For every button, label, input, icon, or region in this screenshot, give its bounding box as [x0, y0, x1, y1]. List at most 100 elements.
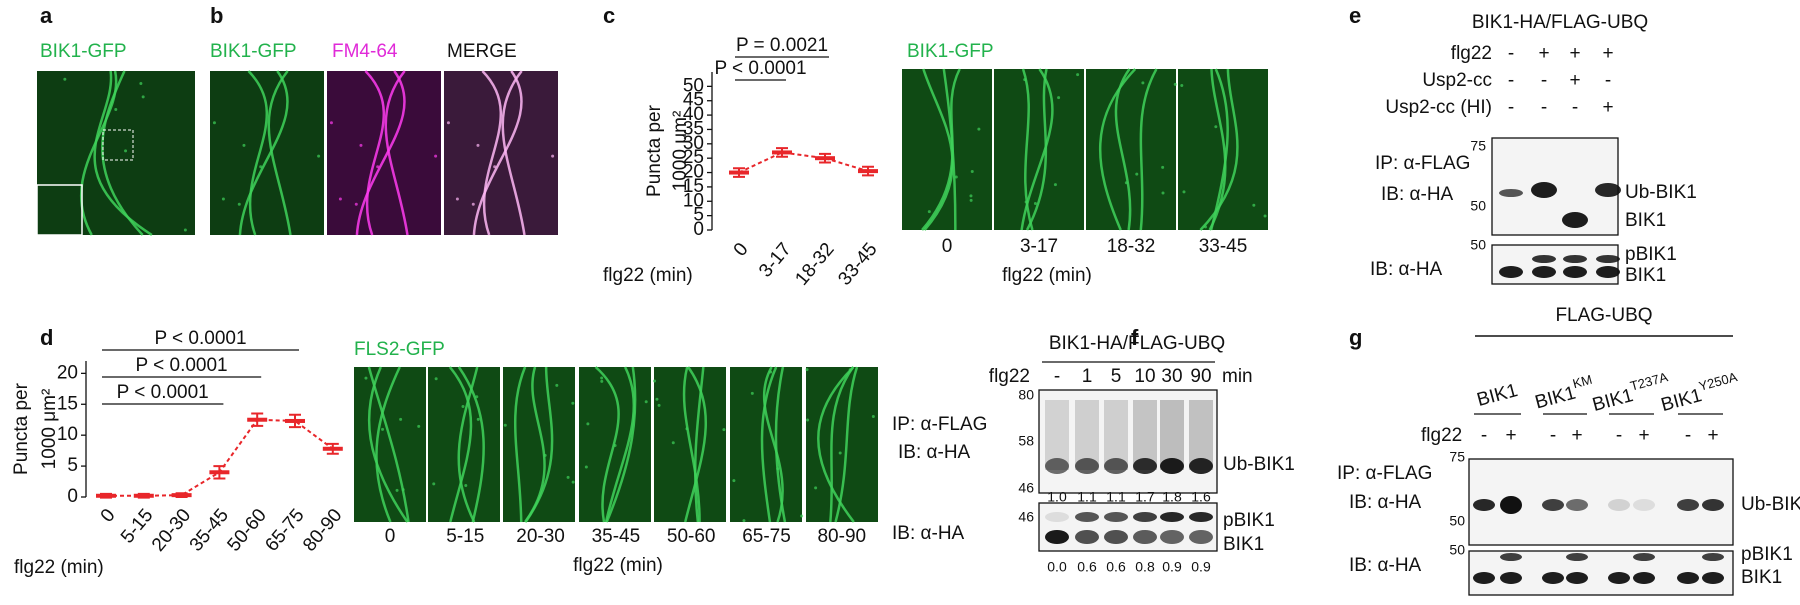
band-label: pBIK1 — [1741, 544, 1793, 565]
treatment-label: flg22 — [1451, 43, 1492, 64]
band — [1702, 499, 1724, 511]
y-tick-label: 40 — [683, 104, 704, 125]
punctum — [221, 197, 225, 201]
cell-outline — [472, 70, 523, 236]
punctum — [848, 368, 852, 372]
image-label: 65-75 — [742, 526, 791, 547]
blot-title: FLAG-UBQ — [1555, 305, 1652, 326]
cell-outline — [457, 366, 485, 523]
punctum — [259, 165, 263, 169]
punctum — [381, 427, 385, 431]
sign: + — [1602, 97, 1613, 118]
punctum — [969, 194, 973, 198]
band — [1702, 572, 1724, 584]
ib-label: IB: α-HA — [1349, 492, 1422, 513]
ip-label: IP: α-FLAG — [1337, 463, 1432, 484]
y-tick-label: 5 — [67, 455, 78, 476]
band-label: pBIK1 — [1223, 510, 1275, 531]
band — [1532, 255, 1556, 263]
sign: + — [1569, 43, 1580, 64]
quantification: 1.6 — [1191, 489, 1211, 505]
x-axis-label: flg22 (min) — [14, 557, 104, 578]
cell-outline — [604, 366, 636, 523]
punctum — [551, 154, 555, 158]
punctum — [434, 377, 438, 381]
y-axis-label: 1000 μm² — [670, 111, 691, 192]
cell-outline — [684, 366, 707, 523]
mw-marker: 46 — [1018, 509, 1034, 525]
punctum — [750, 391, 754, 395]
punctum — [805, 368, 809, 372]
genotype-superscript: KM — [1571, 372, 1594, 392]
mean-marker — [729, 170, 749, 175]
genotype: BIK1KM — [1531, 372, 1597, 413]
band — [1045, 530, 1069, 544]
band — [1542, 499, 1564, 511]
ip-label: IP: α-FLAG — [1375, 153, 1470, 174]
punctum — [1214, 125, 1218, 129]
punctum — [806, 418, 810, 422]
cell-outline — [693, 366, 705, 523]
quantification: 1.1 — [1106, 489, 1126, 505]
punctum — [461, 405, 465, 409]
image-label: 5-15 — [446, 526, 484, 547]
treatment-label: flg22 — [989, 366, 1030, 387]
cell-outline — [367, 366, 409, 523]
sign: - — [1605, 70, 1611, 91]
cell-outline — [93, 70, 153, 237]
sign: - — [1508, 97, 1514, 118]
band — [1563, 255, 1587, 263]
punctum — [655, 397, 659, 401]
punctum — [417, 424, 421, 428]
micrograph — [210, 71, 324, 235]
image-label: 33-45 — [1199, 236, 1248, 257]
y-axis-label: 1000 μm² — [39, 389, 60, 470]
punctum — [1124, 181, 1128, 185]
cell-outline — [1139, 68, 1158, 231]
lane-label: 10 — [1134, 366, 1155, 387]
punctum — [329, 121, 333, 125]
p-value: P = 0.0021 — [736, 35, 828, 56]
punctum — [657, 403, 661, 407]
band — [1189, 458, 1213, 474]
punctum — [1161, 191, 1165, 195]
mean-marker — [96, 493, 116, 498]
y-tick-label: 15 — [57, 393, 78, 414]
band — [1531, 182, 1557, 198]
unit-label: min — [1222, 366, 1253, 387]
sign: - — [1541, 97, 1547, 118]
band — [1633, 553, 1655, 561]
band-label: BIK1 — [1625, 210, 1666, 231]
punctum — [124, 149, 128, 153]
band-label: BIK1 — [1625, 265, 1666, 286]
punctum — [1182, 190, 1186, 194]
punctum — [476, 417, 480, 421]
p-value: P < 0.0001 — [154, 328, 246, 349]
punctum — [732, 479, 736, 483]
y-tick-label: 25 — [683, 147, 704, 168]
cell-outline — [1021, 68, 1034, 231]
band — [1608, 572, 1630, 584]
punctum — [395, 488, 399, 492]
mean-marker — [247, 417, 268, 422]
cell-outline — [1208, 68, 1227, 231]
band-label: pBIK1 — [1625, 244, 1677, 265]
cell-outline — [367, 366, 410, 523]
band — [1160, 530, 1184, 544]
band — [1075, 530, 1099, 544]
cell-outline — [817, 366, 855, 523]
cell-outline — [375, 366, 401, 523]
panel-label: d — [40, 325, 53, 350]
punctum — [141, 95, 145, 99]
punctum — [566, 475, 570, 479]
band — [1045, 458, 1069, 474]
punctum — [475, 395, 479, 399]
mw-marker: 80 — [1018, 387, 1034, 403]
quantification: 1.0 — [1047, 489, 1067, 505]
quantification: 0.6 — [1077, 559, 1097, 575]
image-label: 50-60 — [667, 526, 716, 547]
y-axis-label: Puncta per — [644, 104, 665, 197]
p-value: P < 0.0001 — [136, 355, 228, 376]
micrograph — [994, 69, 1084, 230]
